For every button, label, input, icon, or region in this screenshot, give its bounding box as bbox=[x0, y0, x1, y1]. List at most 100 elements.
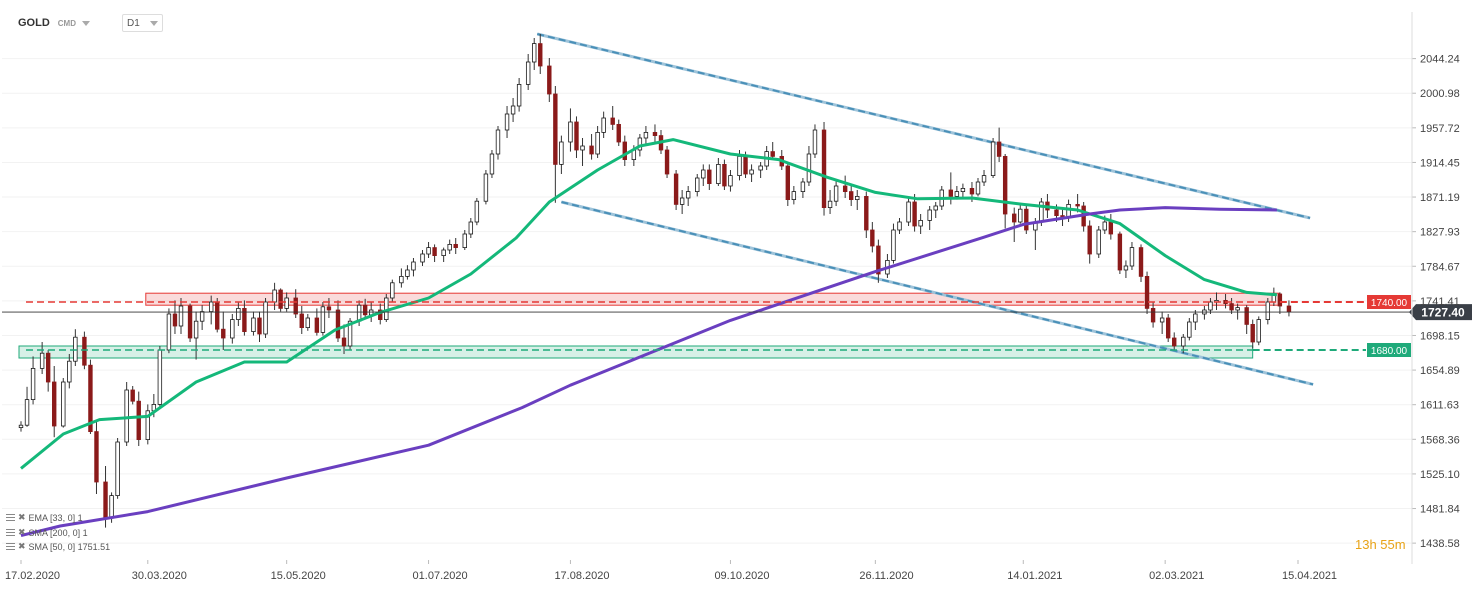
y-tick-label: 1871.19 bbox=[1420, 192, 1460, 204]
candle-body bbox=[981, 175, 987, 183]
candle-body bbox=[589, 145, 594, 155]
candle-body bbox=[103, 481, 108, 519]
candle-body bbox=[643, 131, 649, 139]
candle-body bbox=[595, 131, 600, 155]
y-tick-label: 2000.98 bbox=[1420, 88, 1460, 100]
candle-body bbox=[580, 145, 585, 151]
level-label: 1740.00 bbox=[1371, 298, 1408, 309]
close-icon[interactable]: ✖ bbox=[18, 512, 26, 522]
candle-body bbox=[870, 229, 875, 247]
x-tick-label: 15.05.2020 bbox=[271, 570, 326, 582]
timeframe-label: D1 bbox=[127, 17, 140, 29]
candle-body bbox=[483, 173, 489, 202]
candle-body bbox=[1054, 209, 1059, 216]
candle-body bbox=[1150, 307, 1156, 323]
candle-body bbox=[30, 367, 36, 400]
candle-body bbox=[109, 495, 114, 519]
indicator-ema[interactable]: ✖ EMA [33, 0] 1 bbox=[6, 512, 83, 523]
candle-body bbox=[489, 153, 495, 175]
candle-body bbox=[1129, 247, 1135, 267]
list-icon bbox=[6, 543, 15, 550]
candle-body bbox=[193, 320, 199, 339]
candle-countdown: 13h 55m bbox=[1355, 537, 1406, 552]
indicator-label: SMA [200, 0] 1 bbox=[28, 527, 88, 538]
x-tick-label: 30.03.2020 bbox=[132, 570, 187, 582]
candle-body bbox=[293, 297, 298, 315]
symbol-selector[interactable]: GOLD CMD bbox=[18, 14, 90, 32]
candle-body bbox=[172, 313, 178, 327]
candle-body bbox=[272, 289, 277, 303]
candle-body bbox=[1144, 275, 1150, 309]
y-tick-label: 1741.41 bbox=[1420, 296, 1460, 308]
candle-body bbox=[707, 169, 712, 185]
x-tick-label: 17.02.2020 bbox=[5, 570, 60, 582]
x-tick-label: 26.11.2020 bbox=[859, 570, 913, 582]
grid bbox=[2, 58, 1412, 544]
candle-body bbox=[996, 141, 1002, 157]
candle-body bbox=[305, 317, 310, 329]
candle-body bbox=[453, 243, 458, 248]
candle-body bbox=[347, 320, 353, 347]
candle-body bbox=[130, 389, 135, 402]
level-label: 1680.00 bbox=[1371, 346, 1408, 357]
candle-body bbox=[800, 181, 806, 193]
candle-body bbox=[1002, 155, 1008, 215]
candle-body bbox=[1075, 203, 1080, 207]
candle-body bbox=[954, 191, 960, 197]
candle-body bbox=[897, 221, 902, 231]
candle-body bbox=[61, 381, 66, 427]
candle-body bbox=[743, 155, 748, 175]
candle-body bbox=[758, 165, 763, 171]
candle-body bbox=[335, 309, 341, 339]
candle-body bbox=[405, 269, 410, 277]
channel-upper-dash bbox=[537, 33, 1311, 219]
candle-body bbox=[864, 195, 869, 231]
y-tick-label: 1568.36 bbox=[1420, 434, 1460, 446]
candle-body bbox=[1187, 321, 1192, 338]
chevron-down-icon bbox=[82, 20, 90, 26]
candle-body bbox=[664, 149, 670, 175]
level-label-bg bbox=[1367, 295, 1411, 309]
candle-body bbox=[462, 233, 467, 249]
candle-body bbox=[960, 187, 966, 192]
level-label-bg bbox=[1367, 343, 1411, 357]
candle-body bbox=[975, 181, 981, 195]
candle-body bbox=[601, 117, 606, 133]
candle-body bbox=[284, 297, 289, 309]
symbol-market: CMD bbox=[57, 18, 76, 28]
indicator-sma200[interactable]: ✖ SMA [200, 0] 1 bbox=[6, 527, 88, 538]
candle-body bbox=[1159, 317, 1165, 323]
candle-body bbox=[18, 424, 24, 429]
close-icon[interactable]: ✖ bbox=[18, 541, 26, 551]
candle-body bbox=[378, 309, 383, 321]
candle-body bbox=[468, 221, 474, 235]
candle-body bbox=[532, 43, 537, 63]
candle-body bbox=[157, 349, 163, 405]
candle-body bbox=[314, 317, 320, 333]
candle-body bbox=[221, 328, 226, 339]
moving-averages bbox=[20, 138, 1278, 538]
indicator-sma50[interactable]: ✖ SMA [50, 0] 1751.51 bbox=[6, 541, 110, 552]
list-icon bbox=[6, 514, 15, 521]
candle-body bbox=[1018, 208, 1023, 223]
candle-body bbox=[849, 191, 854, 201]
timeframe-selector[interactable]: D1 bbox=[122, 14, 163, 32]
candle-body bbox=[178, 305, 184, 327]
candle-body bbox=[1250, 323, 1255, 343]
candle-body bbox=[716, 163, 721, 184]
candle-body bbox=[278, 289, 283, 309]
candle-body bbox=[94, 431, 99, 483]
candle-body bbox=[1235, 307, 1240, 311]
candle-body bbox=[52, 381, 57, 427]
candle-body bbox=[933, 205, 938, 211]
current-price-label: 1727.40 bbox=[1421, 306, 1465, 320]
close-icon[interactable]: ✖ bbox=[18, 527, 26, 537]
candle-body bbox=[420, 253, 425, 263]
candle-body bbox=[1229, 303, 1234, 311]
candle-body bbox=[827, 200, 833, 208]
candle-body bbox=[737, 155, 742, 176]
candle-body bbox=[574, 121, 579, 151]
candle-body bbox=[652, 131, 658, 136]
candle-body bbox=[1277, 293, 1283, 307]
